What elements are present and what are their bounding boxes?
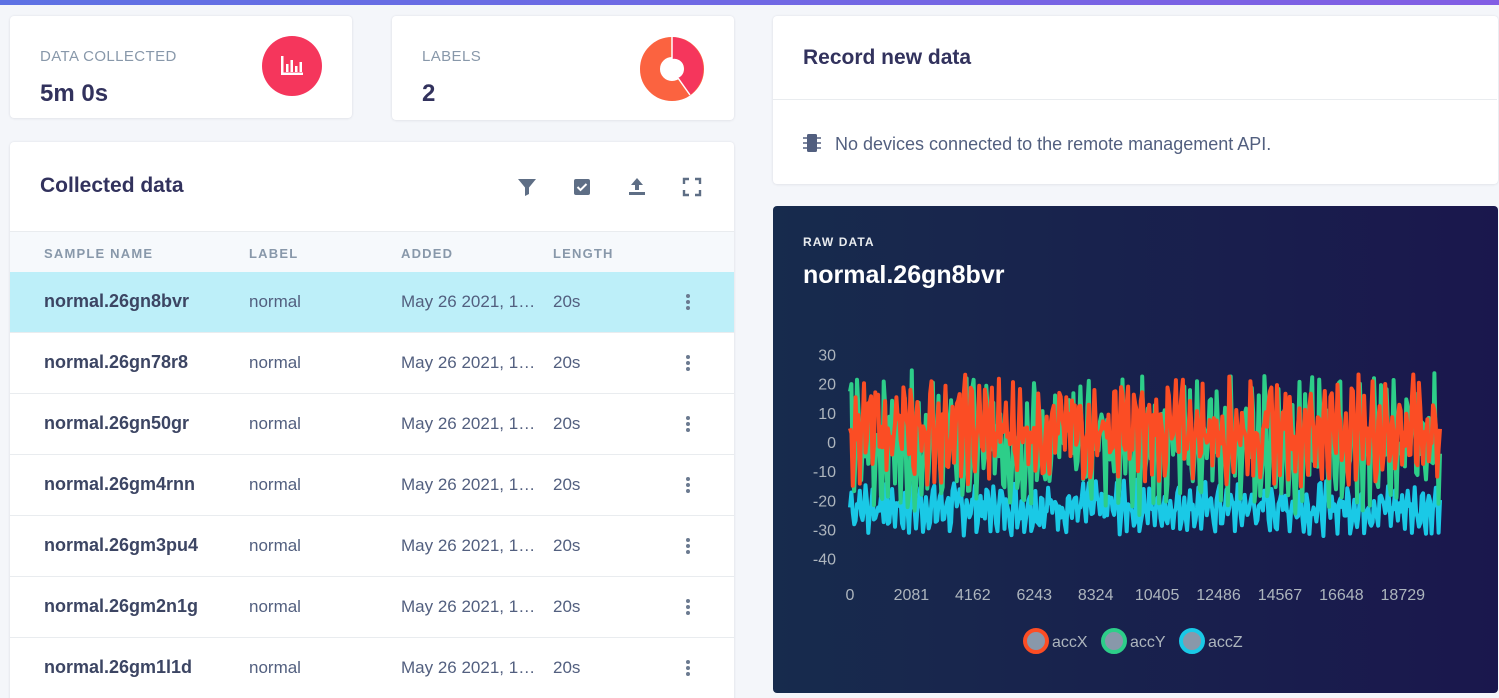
column-header-length[interactable]: LENGTH [553,246,614,261]
legend-marker[interactable] [1179,628,1205,654]
table-row[interactable]: normal.26gm1l1d normal May 26 2021, 1… 20s [10,638,734,698]
sample-name: normal.26gn78r8 [44,352,189,372]
x-tick-label: 16648 [1319,587,1364,604]
table-row[interactable]: normal.26gm4rnn normal May 26 2021, 1… 20s [10,455,734,516]
bar-chart-icon [262,36,322,96]
x-tick-label: 8324 [1078,587,1114,604]
sample-label: normal [249,597,301,616]
x-tick-label: 12486 [1196,587,1241,604]
y-tick-label: 10 [818,406,836,423]
sample-label: normal [249,414,301,433]
labels-value: 2 [422,80,436,107]
y-tick-label: 0 [827,435,836,452]
sample-added: May 26 2021, 1… [401,536,536,555]
no-devices-message: No devices connected to the remote manag… [835,134,1272,154]
sample-added: May 26 2021, 1… [401,475,536,494]
sample-length: 20s [553,475,581,494]
record-new-data-title: Record new data [803,46,972,69]
x-tick-label: 2081 [894,587,930,604]
sample-length: 20s [553,292,581,311]
data-collected-title: DATA COLLECTED [40,48,177,65]
x-tick-label: 6243 [1016,587,1052,604]
column-header-label[interactable]: LABEL [249,246,299,261]
select-icon[interactable] [570,175,594,199]
more-options-icon[interactable] [680,595,696,619]
filter-icon[interactable] [515,175,539,199]
series-line-accX [848,372,1442,489]
sample-length: 20s [553,658,581,677]
raw-data-sample-title: normal.26gn8bvr [803,261,1005,289]
collected-data-card: Collected data SAMPLE NAME LABEL ADDED L… [10,142,734,698]
x-tick-label: 10405 [1135,587,1180,604]
legend-marker[interactable] [1101,628,1127,654]
x-tick-label: 4162 [955,587,991,604]
table-row[interactable]: normal.26gn50gr normal May 26 2021, 1… 20s [10,394,734,455]
raw-data-label: RAW DATA [803,235,875,249]
raw-data-chart[interactable]: 30 20 10 0 -10 -20 -30 -40 0 2081 4162 6243 8324 1040… [773,206,1498,693]
sample-label: normal [249,292,301,311]
labels-card: LABELS 2 [392,16,734,120]
more-options-icon[interactable] [680,534,696,558]
sample-name: normal.26gm1l1d [44,657,193,677]
sample-name: normal.26gm3pu4 [44,535,199,555]
table-row[interactable]: normal.26gm3pu4 normal May 26 2021, 1… 20s [10,516,734,577]
labels-title: LABELS [422,48,482,65]
column-header-sample-name[interactable]: SAMPLE NAME [44,246,154,261]
sample-label: normal [249,353,301,372]
legend-label[interactable]: accX [1052,634,1088,651]
top-accent-bar [0,0,1499,5]
table-row[interactable]: normal.26gn8bvr normal May 26 2021, 1… 20s [10,272,734,333]
data-collected-value: 5m 0s [40,80,109,107]
more-options-icon[interactable] [680,351,696,375]
sample-length: 20s [553,353,581,372]
sample-name: normal.26gn50gr [44,413,190,433]
sample-added: May 26 2021, 1… [401,414,536,433]
y-tick-label: -30 [813,522,836,539]
sample-label: normal [249,536,301,555]
raw-data-card: RAW DATA normal.26gn8bvr 30 20 10 0 -10 -20 -3… [773,206,1498,693]
sample-label: normal [249,475,301,494]
expand-icon[interactable] [680,175,704,199]
table-header: SAMPLE NAME LABEL ADDED LENGTH [10,231,734,274]
sample-length: 20s [553,597,581,616]
sample-added: May 26 2021, 1… [401,353,536,372]
column-header-added[interactable]: ADDED [401,246,454,261]
more-options-icon[interactable] [680,656,696,680]
table-row[interactable]: normal.26gm2n1g normal May 26 2021, 1… 20s [10,577,734,638]
sample-name: normal.26gn8bvr [44,291,190,311]
table-row[interactable]: normal.26gn78r8 normal May 26 2021, 1… 20s [10,333,734,394]
legend-marker[interactable] [1023,628,1049,654]
upload-icon[interactable] [625,175,649,199]
legend-label[interactable]: accZ [1208,634,1243,651]
y-tick-label: 30 [818,348,836,365]
y-tick-label: -10 [813,464,836,481]
sample-added: May 26 2021, 1… [401,292,536,311]
series-line-accZ [848,477,1442,538]
sample-name: normal.26gm4rnn [44,474,196,494]
sample-name: normal.26gm2n1g [44,596,199,616]
y-tick-label: 20 [818,377,836,394]
collected-data-title: Collected data [40,174,184,197]
y-tick-label: -40 [813,552,836,569]
more-options-icon[interactable] [680,290,696,314]
more-options-icon[interactable] [680,412,696,436]
y-tick-label: -20 [813,493,836,510]
sample-length: 20s [553,414,581,433]
record-new-data-card: Record new data No devices connected to … [773,16,1498,184]
sample-label: normal [249,658,301,677]
data-collected-card: DATA COLLECTED 5m 0s [10,16,352,118]
sample-length: 20s [553,536,581,555]
x-tick-label: 18729 [1381,587,1426,604]
sample-added: May 26 2021, 1… [401,597,536,616]
sample-added: May 26 2021, 1… [401,658,536,677]
pie-chart-icon [640,37,704,101]
x-tick-label: 0 [846,587,855,604]
more-options-icon[interactable] [680,473,696,497]
device-chip-icon [803,133,821,158]
legend-label[interactable]: accY [1130,634,1166,651]
x-tick-label: 14567 [1258,587,1303,604]
divider [773,99,1497,100]
